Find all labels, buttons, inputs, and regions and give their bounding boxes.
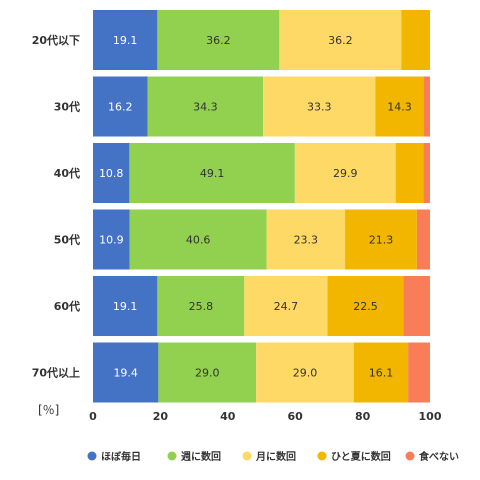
data-label: 29.0 xyxy=(195,367,220,380)
bar-segment xyxy=(129,143,295,203)
category-label: 50代 xyxy=(54,233,80,247)
legend-swatch xyxy=(317,451,327,461)
bar-segment xyxy=(147,76,264,137)
legend-swatch xyxy=(167,451,177,461)
data-label: 29.9 xyxy=(333,167,358,180)
data-label: 24.7 xyxy=(274,300,299,313)
legend-swatch xyxy=(405,451,415,461)
category-label: 40代 xyxy=(54,166,80,180)
data-label: 34.3 xyxy=(193,101,218,114)
bar-segment xyxy=(395,143,424,203)
bar-segment xyxy=(353,342,409,403)
x-tick-label: 0 xyxy=(89,410,97,423)
bar-segment xyxy=(256,342,354,403)
data-label: 19.1 xyxy=(113,34,138,47)
data-label: 49.1 xyxy=(200,167,225,180)
category-label: 20代以下 xyxy=(32,33,80,47)
bar-segment xyxy=(157,276,245,336)
bar-segment xyxy=(401,10,430,70)
bar-segment xyxy=(266,209,346,270)
x-tick-label: 40 xyxy=(220,410,236,423)
data-label: 23.3 xyxy=(294,234,319,247)
bar-segment xyxy=(93,10,158,70)
x-axis: [％] 0 20 40 60 80 100 xyxy=(38,403,442,423)
legend-label: ほぼ毎日 xyxy=(101,450,141,463)
bar-segment xyxy=(327,276,404,336)
bar-segment xyxy=(375,76,424,137)
bar-segment xyxy=(93,276,158,336)
bar-segment xyxy=(157,10,280,70)
bar-segment xyxy=(423,76,430,137)
legend-swatch xyxy=(242,451,252,461)
bar-segment xyxy=(294,143,396,203)
data-label: 19.4 xyxy=(113,367,138,380)
bar-segment xyxy=(263,76,376,137)
bar-segment xyxy=(93,342,159,403)
data-label: 10.9 xyxy=(99,234,124,247)
legend-swatch xyxy=(87,451,97,461)
data-label: 22.5 xyxy=(353,300,378,313)
bar-segment xyxy=(279,10,402,70)
data-label: 14.3 xyxy=(387,101,412,114)
bar-segment xyxy=(244,276,328,336)
bar-segment xyxy=(408,342,430,403)
data-label: 40.6 xyxy=(186,234,211,247)
legend-label: 週に数回 xyxy=(181,450,221,463)
bar-segment xyxy=(93,143,130,203)
bar-segment xyxy=(423,143,430,203)
x-tick-label: 20 xyxy=(153,410,169,423)
bars-layer: 19.1 36.2 36.2 16.2 34.3 33.3 14.3 10.8 49.1 29.9… xyxy=(93,10,430,403)
data-label: 36.2 xyxy=(328,34,353,47)
bar-segment xyxy=(403,276,430,336)
category-label: 30代 xyxy=(54,100,80,114)
data-label: 25.8 xyxy=(189,300,214,313)
category-labels: 20代以下 30代 40代 50代 60代 70代以上 xyxy=(32,33,80,380)
category-label: 60代 xyxy=(54,299,80,313)
bar-segment xyxy=(158,342,257,403)
bar-segment xyxy=(416,209,430,270)
data-label: 36.2 xyxy=(206,34,231,47)
category-label: 70代以上 xyxy=(32,366,80,380)
data-label: 29.0 xyxy=(293,367,318,380)
legend-label: 月に数回 xyxy=(255,450,296,463)
data-label: 21.3 xyxy=(369,234,394,247)
bar-segment xyxy=(93,76,148,137)
x-tick-label: 100 xyxy=(419,410,442,423)
data-label: 19.1 xyxy=(113,300,138,313)
data-label: 10.8 xyxy=(99,167,124,180)
data-label: 16.2 xyxy=(108,101,133,114)
x-tick-label: 60 xyxy=(288,410,304,423)
legend-label: 食べない xyxy=(418,450,459,463)
bar-segment xyxy=(129,209,267,270)
data-label: 16.1 xyxy=(369,367,394,380)
x-tick-label: 80 xyxy=(355,410,371,423)
legend-label: ひと夏に数回 xyxy=(331,450,391,463)
bar-segment xyxy=(345,209,417,270)
bar-segment xyxy=(93,209,130,270)
unit-label: [％] xyxy=(38,403,59,417)
legend: ほぼ毎日 週に数回 月に数回 ひと夏に数回 食べない xyxy=(87,450,459,463)
data-label: 33.3 xyxy=(307,101,332,114)
